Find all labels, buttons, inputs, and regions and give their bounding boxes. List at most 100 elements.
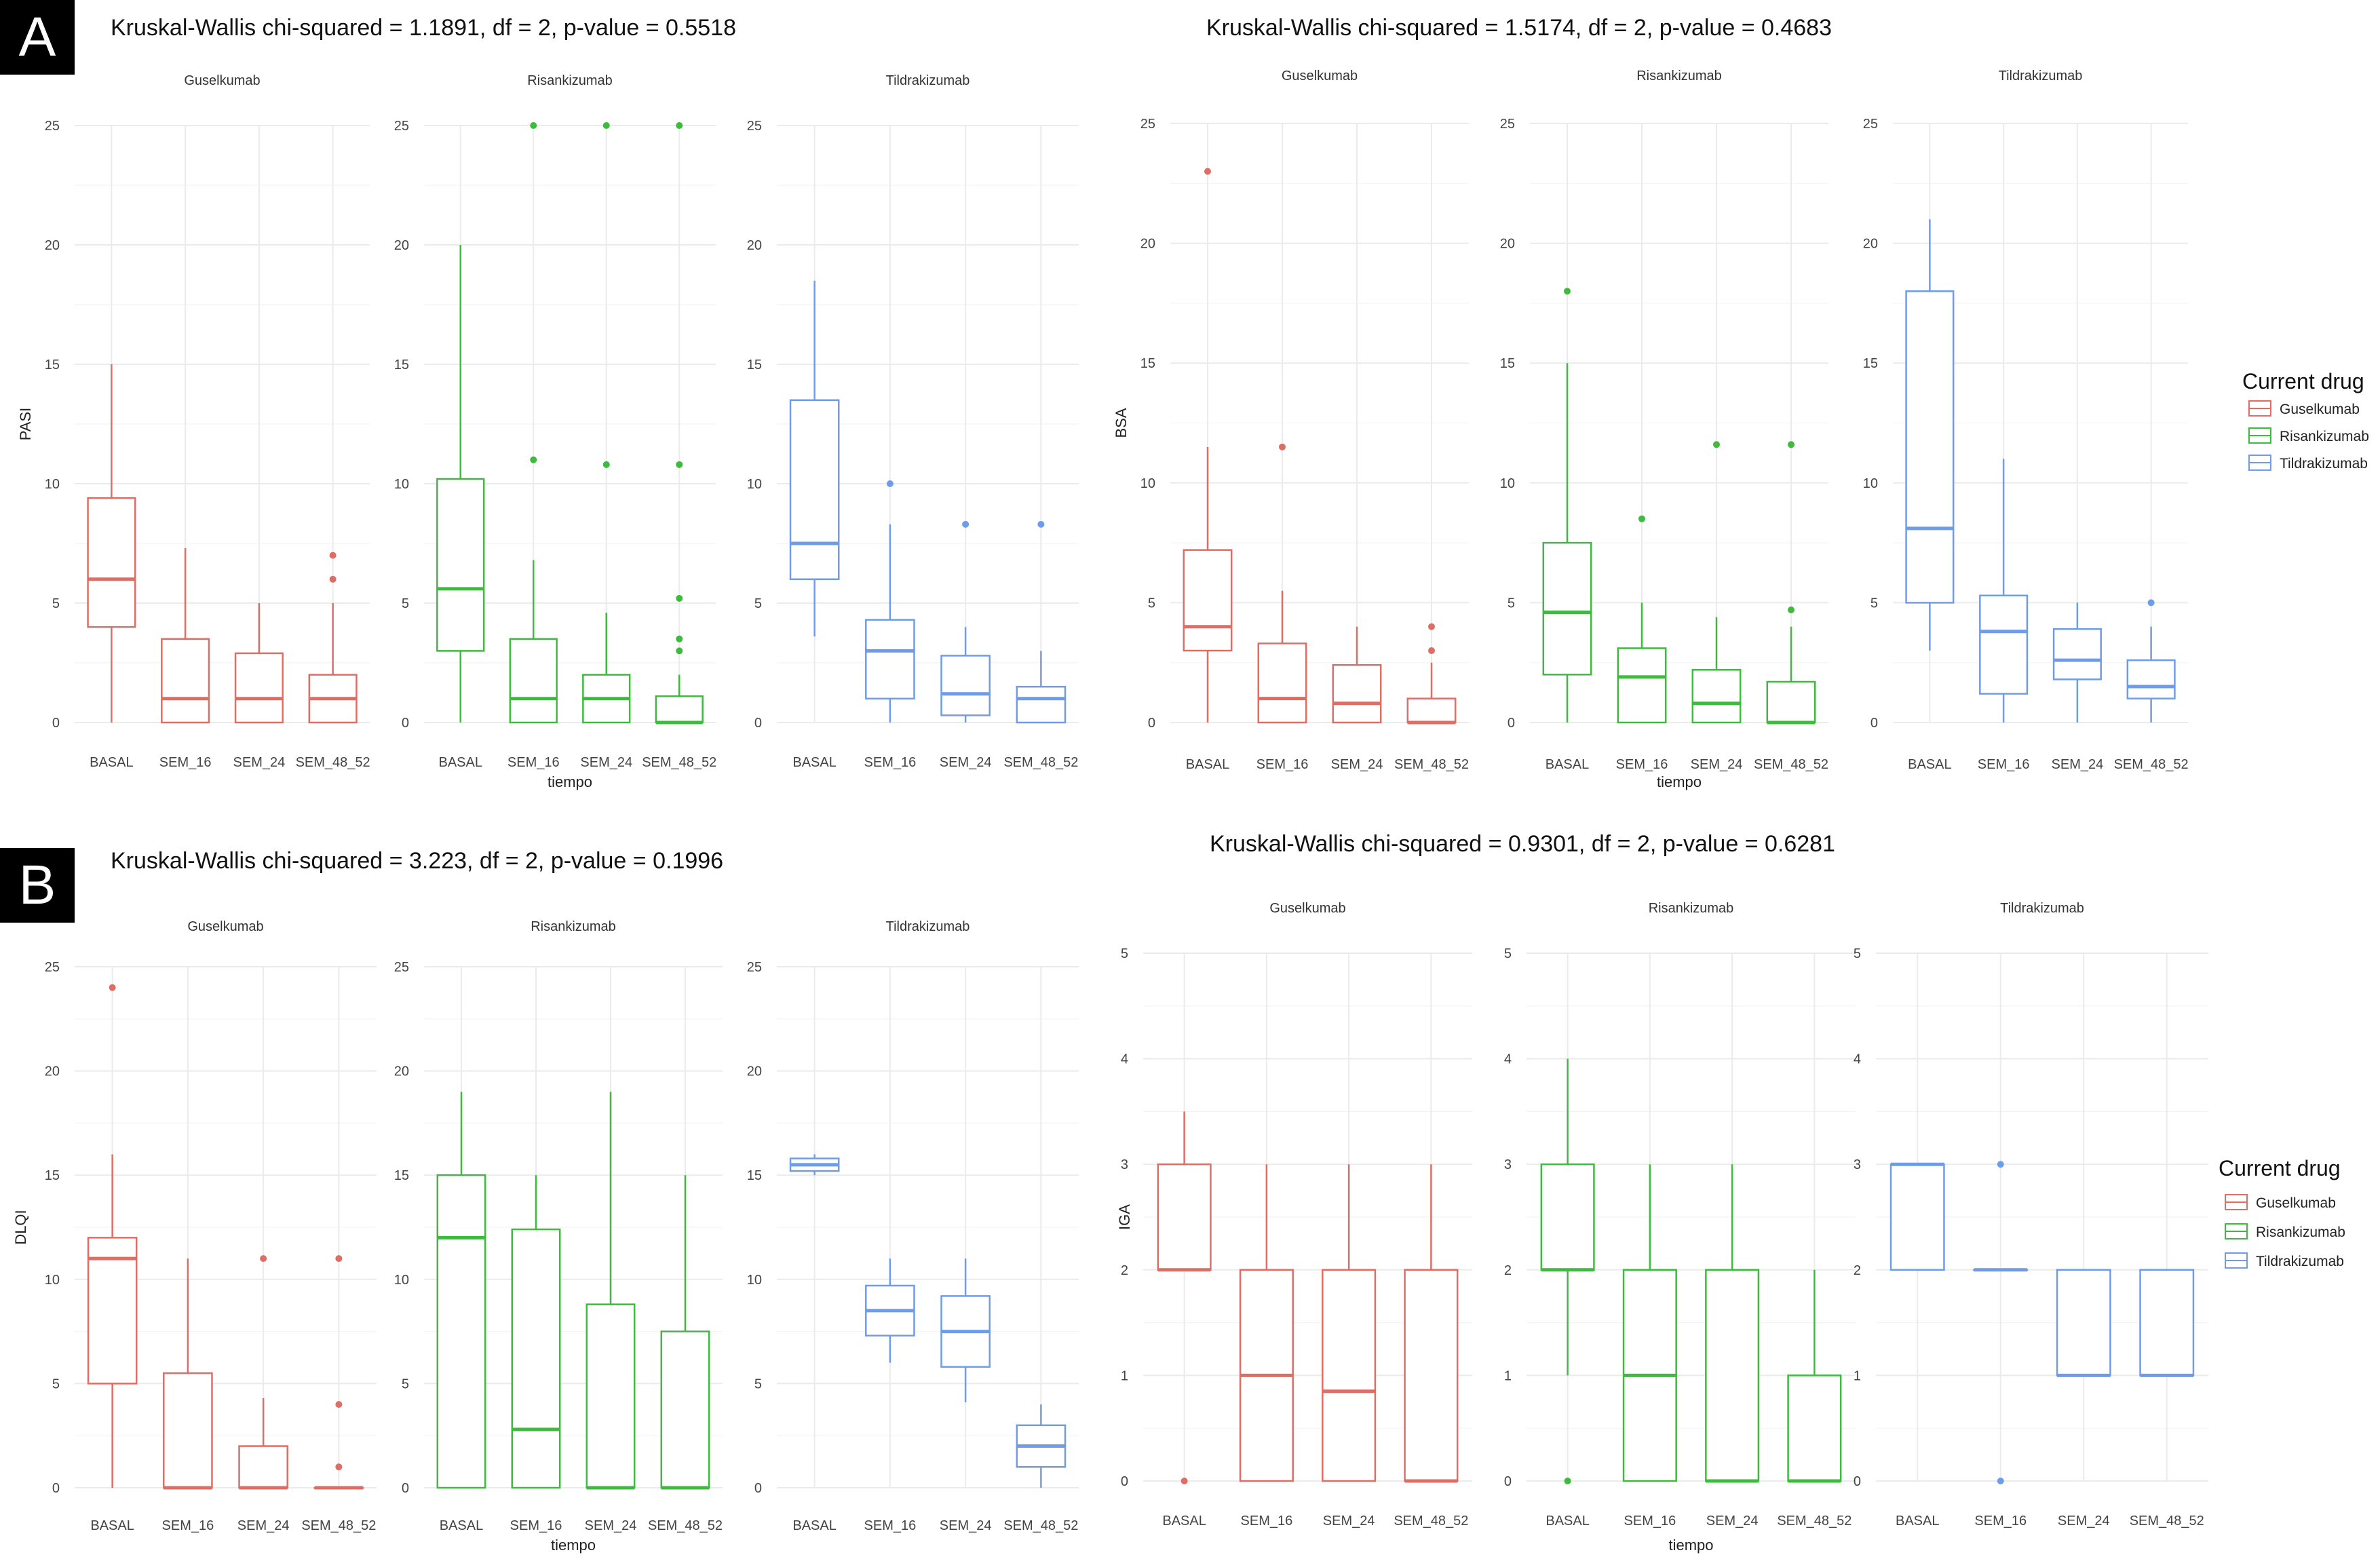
outlier-point bbox=[1428, 623, 1435, 630]
box bbox=[1705, 1269, 1760, 1482]
x-tick-label: SEM_16 bbox=[159, 755, 212, 770]
facet-title: Risankizumab bbox=[531, 919, 616, 934]
box bbox=[1404, 1269, 1459, 1482]
outlier-point bbox=[1564, 288, 1571, 295]
y-tick-label: 20 bbox=[1500, 237, 1515, 252]
box bbox=[511, 1228, 561, 1489]
box bbox=[2139, 1269, 2195, 1377]
y-tick-label: 5 bbox=[1504, 946, 1512, 961]
y-tick-label: 0 bbox=[1870, 716, 1878, 731]
box bbox=[1617, 647, 1667, 724]
facet-title: Risankizumab bbox=[1649, 901, 1734, 916]
facet-title: Risankizumab bbox=[1636, 69, 1722, 83]
y-tick-label: 5 bbox=[1508, 596, 1515, 611]
x-tick-label: SEM_24 bbox=[233, 755, 286, 770]
x-tick-label: BASAL bbox=[440, 1518, 483, 1533]
y-tick-label: 2 bbox=[1854, 1263, 1861, 1278]
y-tick-label: 4 bbox=[1121, 1052, 1128, 1067]
box bbox=[1766, 680, 1816, 724]
x-tick-label: SEM_16 bbox=[1256, 757, 1309, 772]
y-tick-label: 10 bbox=[1140, 476, 1155, 491]
y-tick-label: 0 bbox=[1121, 1474, 1128, 1489]
outlier-point bbox=[676, 461, 683, 468]
x-axis-label: tiempo bbox=[1657, 773, 1702, 790]
x-tick-label: SEM_48_52 bbox=[2130, 1514, 2204, 1528]
y-tick-label: 0 bbox=[402, 716, 409, 731]
y-tick-label: 15 bbox=[1500, 356, 1515, 371]
box bbox=[1542, 541, 1592, 676]
outlier-point bbox=[329, 552, 337, 559]
box bbox=[509, 638, 558, 724]
y-tick-label: 20 bbox=[45, 1064, 60, 1079]
box bbox=[163, 1372, 213, 1489]
outlier-point bbox=[1181, 1478, 1188, 1484]
outlier-point bbox=[1638, 515, 1645, 522]
box bbox=[1889, 1163, 1945, 1271]
y-axis-label: IGA bbox=[1116, 1204, 1133, 1230]
y-tick-label: 10 bbox=[1863, 476, 1878, 491]
x-tick-label: SEM_24 bbox=[580, 755, 632, 770]
outlier-point bbox=[676, 122, 683, 129]
box bbox=[586, 1303, 636, 1489]
y-tick-label: 5 bbox=[402, 1377, 409, 1391]
y-tick-label: 15 bbox=[747, 358, 762, 372]
x-tick-label: SEM_48_52 bbox=[1777, 1514, 1851, 1528]
legend-label: Risankizumab bbox=[2280, 429, 2369, 444]
outlier-point bbox=[676, 594, 683, 602]
outlier-point bbox=[962, 520, 970, 528]
y-tick-label: 15 bbox=[394, 1168, 409, 1183]
legend-label: Guselkumab bbox=[2280, 402, 2360, 417]
outlier-point bbox=[109, 984, 116, 991]
outlier-point bbox=[335, 1255, 343, 1263]
box bbox=[1322, 1269, 1377, 1482]
chart-title: Kruskal-Wallis chi-squared = 1.5174, df … bbox=[1206, 15, 1832, 41]
legend-title: Current drug bbox=[2219, 1156, 2341, 1180]
facet-title: Guselkumab bbox=[184, 73, 260, 88]
outlier-point bbox=[530, 456, 537, 463]
box bbox=[1016, 685, 1067, 724]
box bbox=[1183, 549, 1233, 652]
y-tick-label: 0 bbox=[754, 716, 762, 731]
y-tick-label: 5 bbox=[1870, 596, 1878, 611]
outlier-point bbox=[1204, 168, 1211, 175]
y-tick-label: 20 bbox=[1863, 237, 1878, 252]
x-tick-label: BASAL bbox=[792, 1518, 836, 1533]
y-tick-label: 25 bbox=[1140, 117, 1155, 132]
outlier-point bbox=[329, 575, 337, 583]
box bbox=[436, 1174, 486, 1489]
y-axis-label: BSA bbox=[1113, 408, 1130, 438]
y-tick-label: 25 bbox=[394, 960, 409, 975]
y-axis-label: DLQI bbox=[12, 1210, 29, 1244]
y-tick-label: 25 bbox=[1863, 117, 1878, 132]
y-tick-label: 5 bbox=[754, 596, 762, 611]
facet-title: Guselkumab bbox=[187, 919, 263, 934]
y-tick-label: 0 bbox=[52, 1481, 60, 1496]
outlier-point bbox=[1279, 443, 1286, 450]
y-tick-label: 15 bbox=[1140, 356, 1155, 371]
x-tick-label: SEM_16 bbox=[864, 1518, 917, 1533]
y-tick-label: 20 bbox=[394, 238, 409, 253]
facet-title: Tildrakizumab bbox=[886, 73, 970, 88]
y-tick-label: 5 bbox=[52, 596, 60, 611]
x-tick-label: SEM_48_52 bbox=[648, 1518, 723, 1533]
outlier-point bbox=[260, 1255, 267, 1263]
x-tick-label: SEM_24 bbox=[940, 755, 992, 770]
x-tick-label: SEM_24 bbox=[1323, 1514, 1375, 1528]
outlier-point bbox=[1428, 647, 1435, 655]
y-tick-label: 25 bbox=[394, 119, 409, 134]
y-tick-label: 10 bbox=[747, 1273, 762, 1288]
x-tick-label: SEM_16 bbox=[1624, 1514, 1676, 1528]
box bbox=[2056, 1269, 2111, 1377]
y-tick-label: 0 bbox=[754, 1481, 762, 1496]
x-tick-label: SEM_24 bbox=[940, 1518, 992, 1533]
x-axis-label: tiempo bbox=[548, 773, 592, 790]
box bbox=[161, 638, 210, 724]
box bbox=[1332, 663, 1382, 724]
y-tick-label: 4 bbox=[1504, 1052, 1512, 1067]
panel-label-b: B bbox=[0, 848, 75, 923]
y-tick-label: 10 bbox=[747, 477, 762, 492]
panel-label-a: A bbox=[0, 0, 75, 75]
x-tick-label: BASAL bbox=[1908, 757, 1951, 772]
y-tick-label: 1 bbox=[1504, 1368, 1512, 1383]
y-tick-label: 3 bbox=[1854, 1157, 1861, 1172]
